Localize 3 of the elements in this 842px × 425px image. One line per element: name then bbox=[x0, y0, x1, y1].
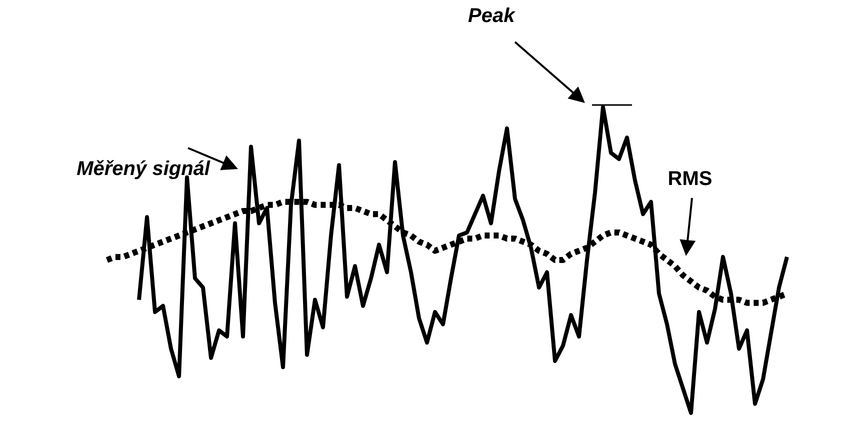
annotation: RMS bbox=[668, 168, 712, 190]
text: Peak bbox=[468, 5, 516, 27]
annotation: Měřený signál bbox=[76, 158, 210, 180]
